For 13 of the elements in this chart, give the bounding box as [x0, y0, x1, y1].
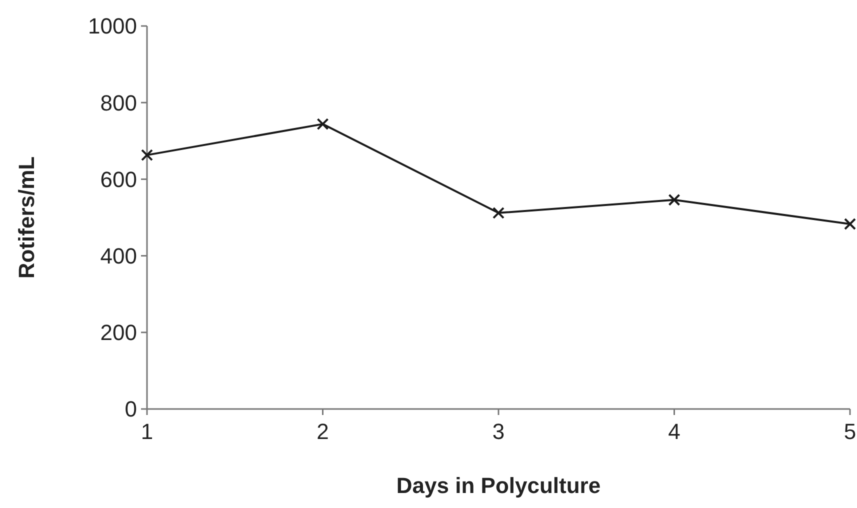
- y-tick-label: 400: [100, 244, 137, 268]
- y-tick-label: 800: [100, 90, 137, 116]
- x-tick-label: 4: [668, 419, 680, 444]
- x-tick-label: 1: [140, 419, 154, 444]
- y-tick-label: 600: [100, 166, 137, 192]
- y-tick-label: 1000: [88, 14, 137, 39]
- y-tick-label: 200: [100, 320, 137, 346]
- y-tick-label: 0: [124, 396, 137, 422]
- x-tick-label: 2: [316, 419, 329, 444]
- x-axis-title: Days in Polyculture: [396, 473, 601, 498]
- x-tick-label: 3: [492, 419, 505, 444]
- y-axis-title: Rotifers/mL: [14, 156, 39, 279]
- x-tick-label: 5: [844, 419, 856, 444]
